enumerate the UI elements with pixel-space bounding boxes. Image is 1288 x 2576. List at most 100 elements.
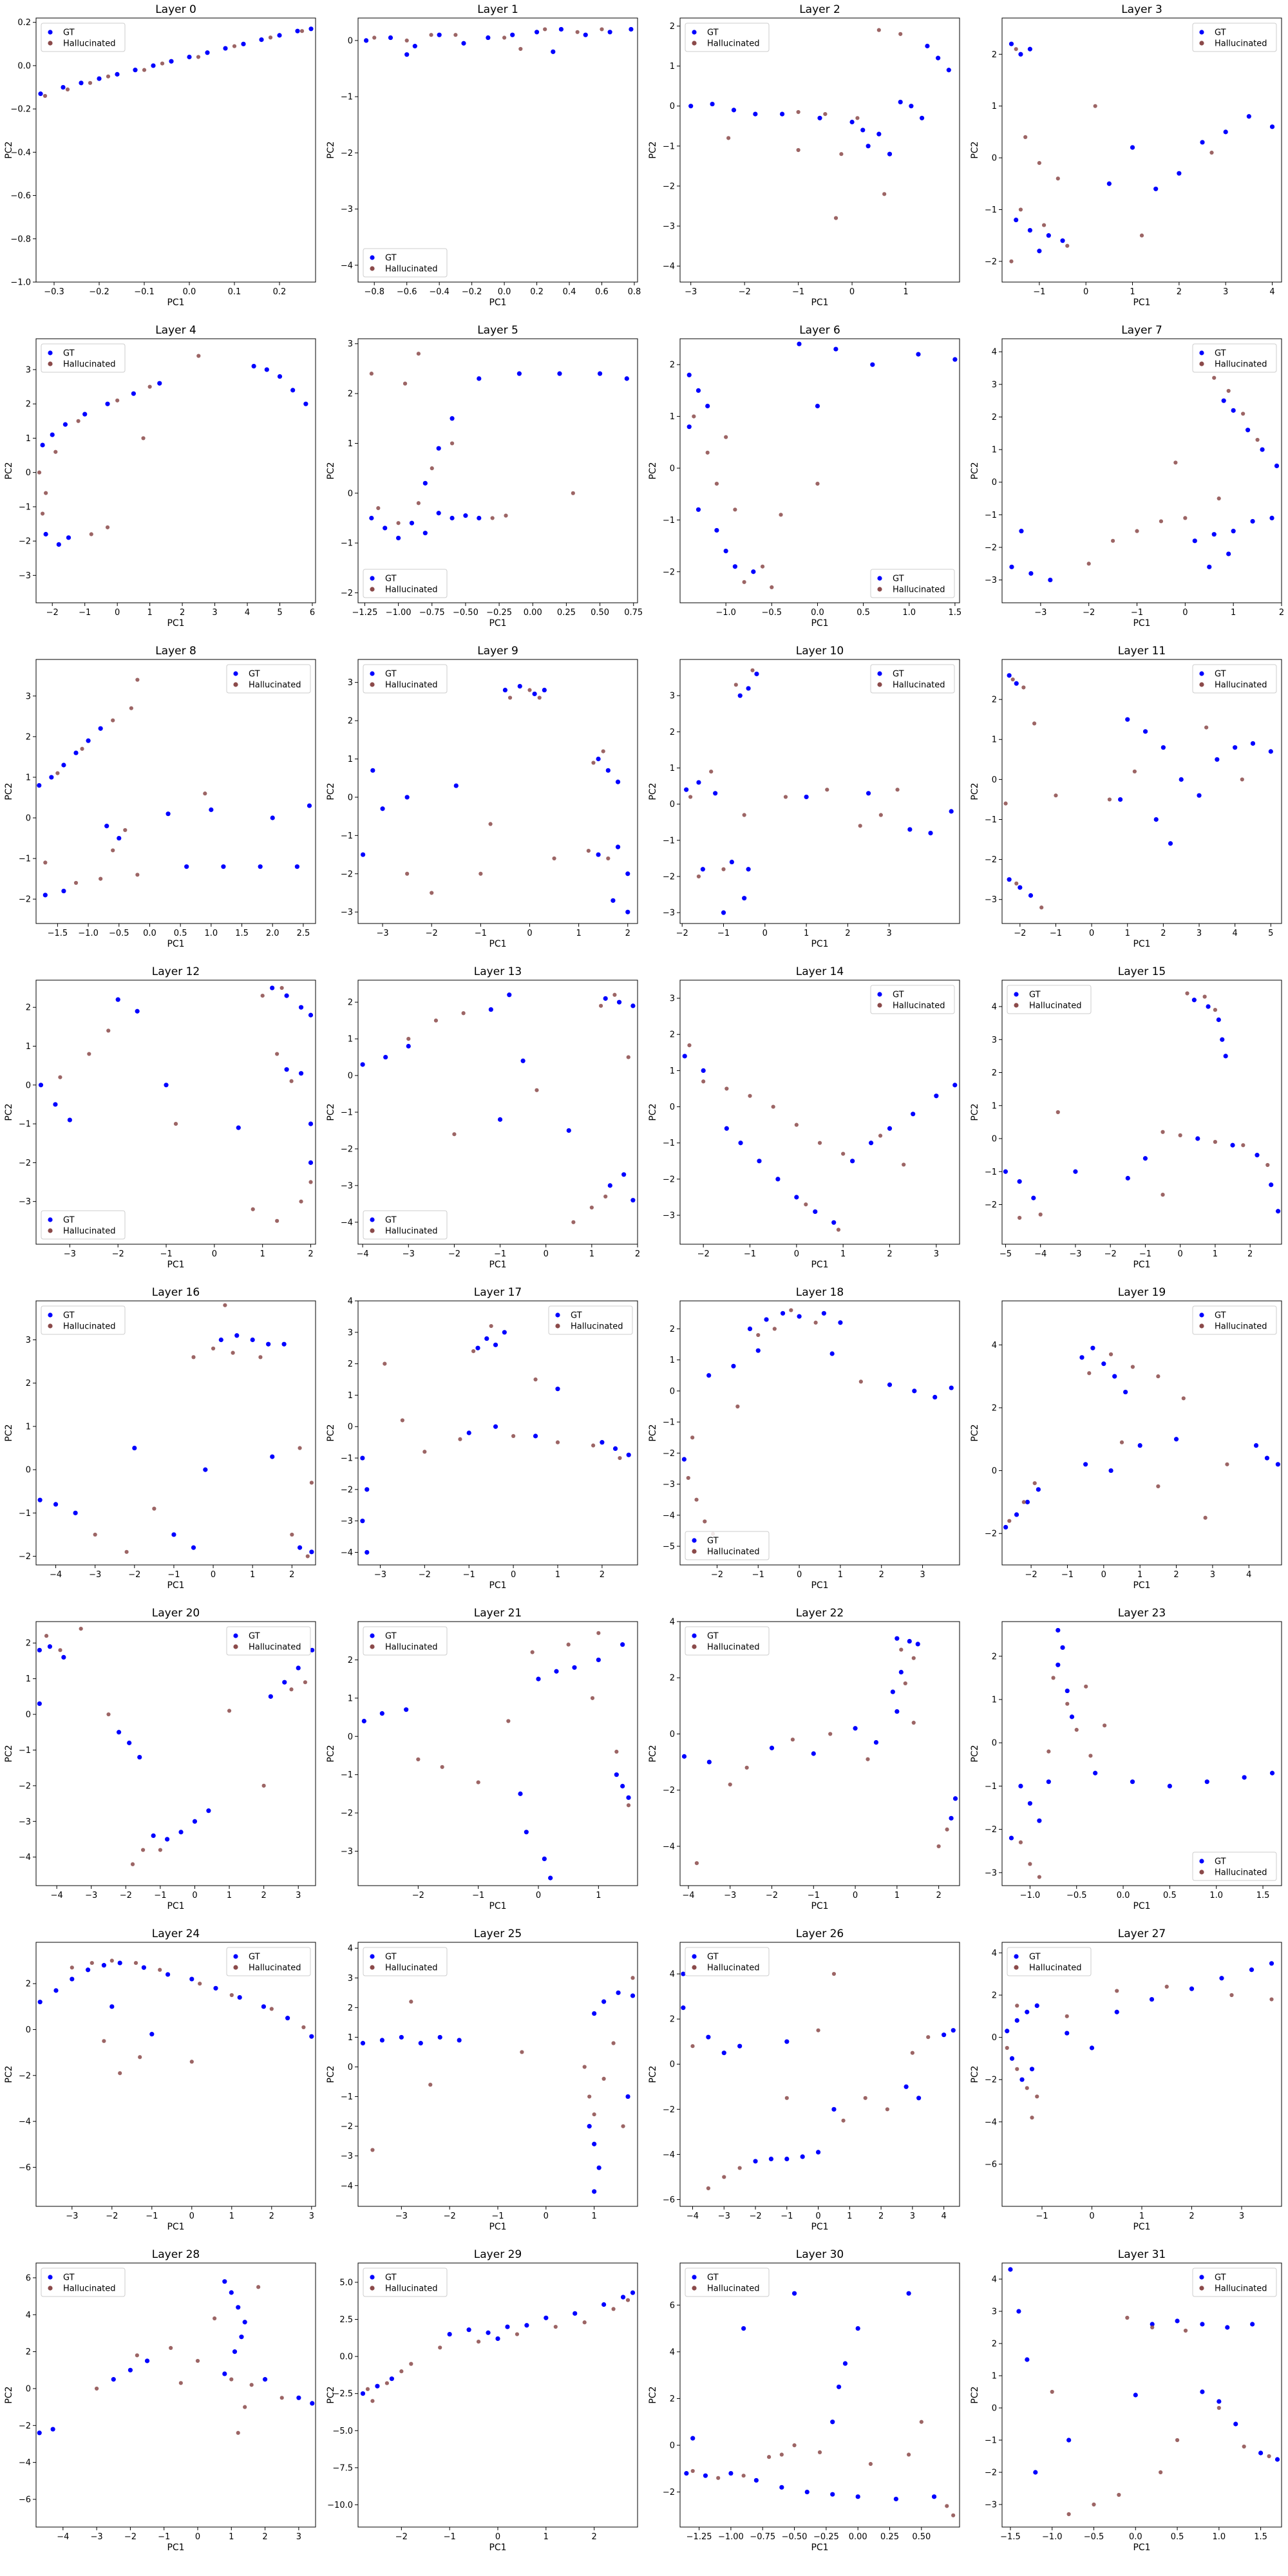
legend-marker [370,671,375,676]
gt-point [115,71,120,77]
y-tick-label: −2 [985,1530,997,1539]
legend-label: GT [385,574,397,584]
gt-point [542,1856,547,1862]
y-tick-label: 2 [670,1674,675,1683]
axes-frame [35,338,316,603]
gt-point [542,687,547,693]
x-tick-label: −0.6 [397,287,417,297]
hallucinated-point [553,2324,558,2329]
gt-point [732,564,737,569]
y-tick-label: −5.0 [332,2427,353,2436]
gt-point [587,2124,592,2129]
gt-point [37,1497,43,1502]
gt-point [404,52,410,57]
x-tick-label: 0.50 [591,608,609,618]
subplot-layer-0: Layer 0−0.3 −0.2 −0.1 0.0 0.1 0.2−1.0−0.8−0.6… [4,3,316,308]
y-tick-label: 2 [992,1991,997,2001]
gt-point [308,1160,314,1165]
y-axis-label: PC2 [648,462,658,479]
y-tick-label: −4 [341,261,353,270]
x-tick-label: 3 [934,1249,939,1259]
subplot-layer-11: Layer 11−2 −1 0 1 2 3 4 5−3−2−1012PC1PC2GTHallu… [970,645,1282,949]
x-tick-label: −4 [687,2211,699,2221]
gt-point [62,422,68,427]
gt-point [1275,1462,1280,1467]
gt-point [234,1333,240,1338]
hallucinated-point [1093,104,1097,108]
hallucinated-point [178,2381,183,2385]
hallucinated-point [919,2420,923,2424]
gt-point [1025,2009,1030,2014]
gt-point [625,871,630,876]
legend-marker [370,1965,375,1970]
y-tick-label: 4 [992,1003,997,1012]
gt-point [596,756,601,762]
hallucinated-point [552,856,556,861]
y-tick-label: −2 [341,1809,353,1819]
gt-point [115,997,120,1002]
legend-label: Hallucinated [63,39,116,49]
gt-point [1275,1209,1281,1214]
gt-point [61,888,66,894]
gt-point [705,403,710,409]
gt-point [189,1976,194,1982]
y-axis-label: PC2 [326,2065,336,2083]
legend-marker [692,1954,697,1959]
x-tick-label: −2 [1104,1249,1117,1259]
gt-point [1060,1645,1065,1650]
axes-frame [357,980,638,1245]
gt-point [804,794,809,800]
hallucinated-point [1203,1515,1208,1520]
hallucinated-point [696,874,701,879]
gt-point [98,726,103,731]
x-tick-label: 3 [309,2211,314,2221]
y-tick-label: −2 [341,2122,353,2132]
gt-point [294,864,299,869]
y-tick-label: 2 [670,1030,675,1040]
y-tick-label: −1 [663,1139,675,1148]
x-tick-label: 2.5 [297,929,310,938]
gt-point [1028,893,1034,898]
gt-point [681,2005,686,2011]
hallucinated-point [863,2096,867,2100]
gt-point [404,795,410,800]
hallucinated-point [1018,207,1023,212]
x-tick-label: −1 [154,1891,166,1900]
gt-point [754,671,759,677]
legend-marker [233,1954,238,1959]
x-tick-label: −3 [1034,608,1046,618]
x-axis-label: PC1 [1133,1580,1150,1591]
hallucinated-point [591,1443,596,1448]
gt-point [475,1345,480,1350]
x-axis-label: PC1 [1133,2222,1150,2232]
y-tick-label: 0 [992,1739,997,1748]
gt-point [436,446,441,451]
x-tick-label: −0.50 [453,608,478,618]
hallucinated-point [686,1475,690,1481]
gt-point [925,43,930,49]
subplot-title: Layer 12 [152,965,200,978]
gt-point [133,68,138,73]
x-tick-label: 0 [536,1891,541,1900]
gt-point [1207,564,1212,569]
gt-point [821,1311,826,1316]
y-tick-label: 0 [26,1466,31,1475]
hallucinated-point [515,2332,520,2336]
gt-point [696,507,701,512]
hallucinated-point [575,30,580,34]
gt-point [779,111,785,117]
gt-point [558,26,564,32]
gt-point [165,1837,170,1842]
y-tick-label: −5 [663,1542,675,1552]
legend-label: GT [385,1632,397,1642]
x-tick-label: 0.00 [849,2532,867,2542]
hallucinated-point [40,511,45,516]
gt-point [151,1833,156,1839]
hallucinated-point [1178,1133,1182,1137]
hallucinated-point [261,1783,266,1788]
hallucinated-point [506,1719,511,1723]
gt-point [928,830,933,836]
x-tick-label: 1.0 [1212,2532,1226,2542]
gt-point [596,1657,601,1663]
